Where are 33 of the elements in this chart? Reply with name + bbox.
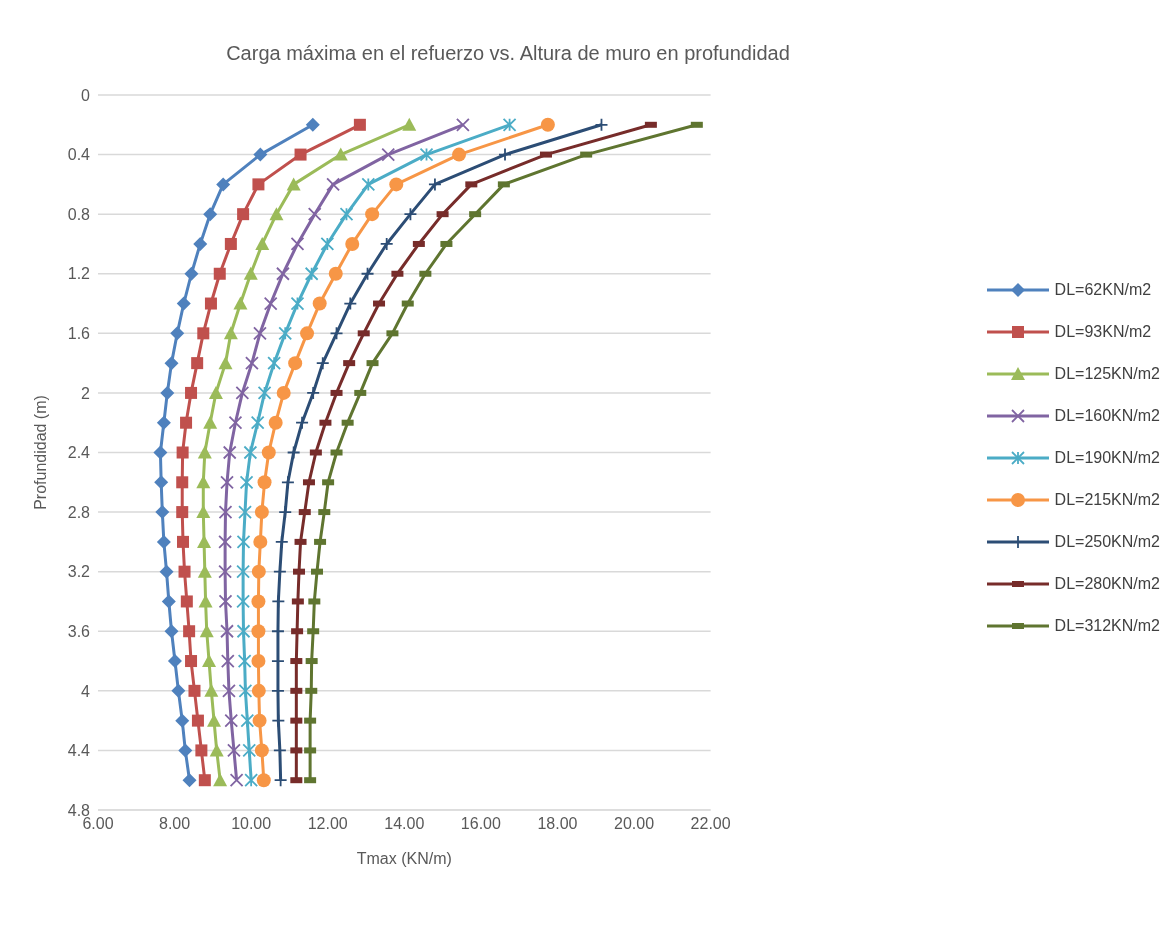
chart-title: Carga máxima en el refuerzo vs. Altura de muro en profundidad	[225, 42, 791, 65]
y-tick-label: 1.6	[67, 325, 91, 343]
legend-label: DL=190KN/m2	[1054, 449, 1160, 467]
x-tick-label: 6.00	[82, 815, 114, 833]
y-tick-label: 3.6	[67, 622, 91, 640]
y-tick-label: 3.2	[67, 563, 91, 581]
y-axis-title: Profundidad (m)	[31, 395, 49, 510]
y-tick-label: 2.4	[67, 444, 91, 462]
legend-label: DL=160KN/m2	[1054, 407, 1160, 425]
y-tick-label: 1.2	[67, 265, 91, 283]
y-tick-label: 2.8	[67, 503, 91, 521]
y-tick-label: 4	[81, 682, 91, 700]
legend-label: DL=250KN/m2	[1054, 533, 1160, 551]
x-tick-label: 14.00	[384, 815, 425, 833]
y-tick-label: 4.4	[67, 742, 91, 760]
x-tick-label: 16.00	[460, 815, 501, 833]
x-tick-label: 20.00	[614, 815, 655, 833]
legend-label: DL=125KN/m2	[1054, 365, 1160, 383]
x-tick-label: 10.00	[231, 815, 272, 833]
y-tick-label: 0.4	[67, 146, 91, 164]
x-tick-label: 8.00	[159, 815, 191, 833]
legend-label: DL=280KN/m2	[1054, 575, 1160, 593]
y-tick-label: 2	[81, 384, 91, 402]
y-tick-label: 0	[81, 86, 91, 104]
legend-label: DL=312KN/m2	[1054, 617, 1160, 635]
x-tick-label: 12.00	[307, 815, 348, 833]
legend-label: DL=215KN/m2	[1054, 491, 1160, 509]
legend-label: DL=62KN/m2	[1054, 281, 1152, 299]
x-tick-label: 18.00	[537, 815, 578, 833]
y-tick-label: 0.8	[67, 205, 91, 223]
x-axis-title: Tmax (KN/m)	[356, 850, 452, 867]
x-tick-label: 22.00	[690, 815, 731, 833]
legend-label: DL=93KN/m2	[1054, 323, 1152, 341]
